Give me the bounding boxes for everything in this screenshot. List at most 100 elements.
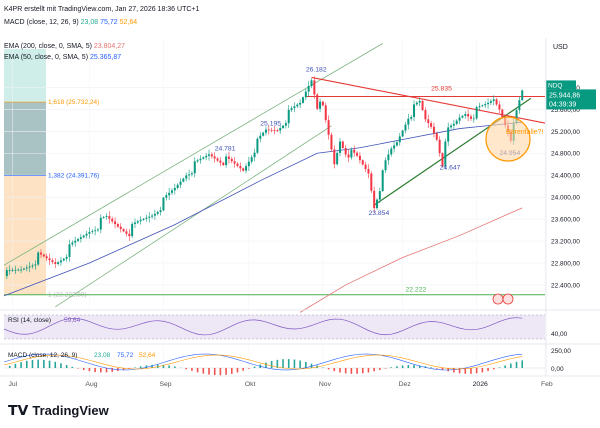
fib-label-1618: 1,618 (25.732,24): [48, 99, 99, 106]
candle-body: [299, 102, 302, 105]
candle-body: [478, 106, 481, 108]
macd-histogram-bar: [196, 368, 199, 373]
macd-title: MACD (close, 12, 26, 9): [8, 352, 77, 359]
candle-body: [350, 149, 353, 158]
candle-body: [259, 135, 262, 139]
macd-line: [3, 353, 523, 371]
macd-histogram-bar: [498, 367, 501, 368]
candle-body: [40, 252, 43, 255]
candle-body: [37, 252, 40, 265]
candle-body: [444, 141, 447, 167]
candle-body: [213, 156, 216, 159]
macd-value-2: 75,72: [117, 352, 134, 359]
candle-body: [225, 156, 228, 166]
candle-body: [404, 124, 407, 131]
candle-body: [170, 190, 173, 193]
candle-body: [219, 160, 222, 163]
candle-body: [367, 169, 370, 174]
candle-body: [515, 110, 518, 123]
candle-body: [324, 105, 327, 121]
candle-body: [327, 120, 330, 135]
candle-body: [276, 130, 279, 132]
macd-histogram-bar: [339, 368, 341, 373]
macd-histogram-bar: [453, 368, 455, 373]
macd-histogram-bar: [174, 366, 176, 368]
rsi-title: RSI (14, close): [8, 317, 51, 324]
candle-body: [65, 256, 68, 259]
macd-histogram-bar: [418, 365, 421, 368]
macd-tick-0: 0,00: [551, 366, 564, 373]
macd-histogram-bar: [162, 364, 165, 368]
symbol-badge: [546, 80, 576, 90]
fib-band-lower: [4, 175, 46, 295]
candle-body: [427, 119, 430, 124]
macd-histogram-bar: [134, 367, 136, 368]
flag-icon: [492, 293, 504, 305]
tradingview-logo-icon: 𝗧𝗩: [8, 402, 29, 418]
macd-histogram-bar: [213, 368, 216, 376]
macd-header-value-2: 75,72: [100, 19, 118, 26]
candle-body: [310, 80, 313, 86]
candle-body: [336, 152, 339, 165]
macd-histogram-bar: [396, 366, 398, 368]
countdown-label: 04:39:39: [549, 101, 576, 108]
candle-body: [42, 254, 45, 257]
candle-body: [114, 221, 117, 225]
macd-tick-250: 250,00: [551, 348, 571, 355]
price-annotation: 24.781: [215, 145, 236, 152]
macd-histogram-bar: [390, 367, 393, 368]
candle-body: [376, 199, 379, 209]
candle-body: [521, 90, 524, 101]
candle-body: [62, 258, 65, 261]
candle-body: [128, 233, 131, 237]
rsi-tick: 40,00: [551, 331, 568, 338]
macd-histogram-bar: [236, 368, 239, 373]
rsi-band: [4, 315, 545, 339]
candle-body: [34, 264, 37, 266]
downtrend-line: [311, 76, 546, 124]
candle-body: [464, 114, 467, 116]
macd-histogram-bar: [441, 368, 444, 371]
macd-histogram-bar: [208, 368, 210, 375]
macd-histogram-bar: [60, 363, 62, 368]
candle-body: [361, 160, 364, 165]
candle-body: [492, 99, 495, 102]
candle-body: [8, 270, 11, 271]
candle-body: [475, 107, 478, 119]
macd-histogram-bar: [265, 362, 267, 368]
candle-body: [401, 130, 404, 137]
candle-body: [518, 100, 521, 111]
candle-body: [282, 125, 285, 129]
candle-body: [432, 126, 435, 134]
candle-body: [256, 138, 259, 153]
candle-body: [99, 217, 102, 230]
candle-body: [304, 91, 307, 98]
macd-histogram-bar: [128, 368, 131, 369]
macd-histogram-bar: [287, 359, 290, 368]
macd-histogram-bar: [139, 366, 142, 368]
macd-histogram-bar: [379, 368, 381, 370]
candle-body: [262, 132, 265, 136]
symbol-label: NDQ: [548, 82, 562, 89]
macd-histogram-bar: [447, 368, 449, 372]
candle-body: [418, 100, 421, 103]
candle-body: [48, 258, 51, 261]
macd-header: MACD (close, 12, 26, 9) 23,08 75,72 52,6…: [4, 18, 137, 27]
macd-histogram-bar: [248, 368, 250, 369]
macd-histogram-bar: [270, 361, 273, 368]
candle-body: [381, 170, 384, 192]
current-price-label: 25.944,86: [549, 92, 580, 99]
candle-body: [239, 165, 242, 169]
macd-histogram-bar: [361, 368, 364, 374]
y-tick-label: 25.200,00: [551, 129, 580, 136]
macd-histogram-bar: [253, 366, 256, 368]
macd-histogram-bar: [71, 366, 74, 368]
macd-histogram-bar: [299, 360, 301, 368]
macd-histogram-bar: [25, 360, 28, 368]
candle-body: [153, 213, 156, 216]
candle-body: [316, 94, 319, 109]
candle-body: [395, 142, 398, 146]
candle-body: [196, 160, 199, 162]
macd-histogram-bar: [407, 365, 410, 368]
